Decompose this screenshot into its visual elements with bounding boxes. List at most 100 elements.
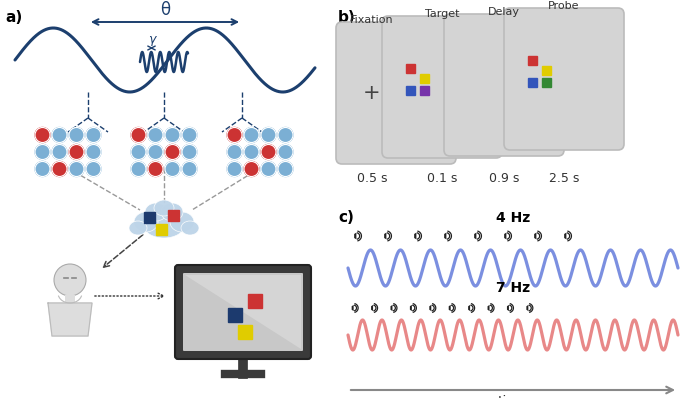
FancyBboxPatch shape bbox=[504, 8, 624, 150]
Circle shape bbox=[227, 144, 242, 160]
Circle shape bbox=[148, 127, 163, 142]
Bar bbox=[156, 224, 167, 235]
Circle shape bbox=[131, 162, 146, 176]
Bar bbox=[168, 210, 179, 221]
Ellipse shape bbox=[170, 212, 194, 232]
Polygon shape bbox=[371, 305, 373, 311]
Polygon shape bbox=[564, 232, 566, 240]
Polygon shape bbox=[185, 275, 301, 349]
Bar bbox=[144, 212, 155, 223]
Circle shape bbox=[52, 127, 67, 142]
Circle shape bbox=[261, 127, 276, 142]
Circle shape bbox=[261, 144, 276, 160]
Circle shape bbox=[278, 144, 293, 160]
Ellipse shape bbox=[134, 212, 158, 232]
Text: 4 Hz: 4 Hz bbox=[496, 211, 530, 225]
Polygon shape bbox=[354, 232, 356, 240]
Circle shape bbox=[182, 144, 197, 160]
Polygon shape bbox=[526, 305, 528, 311]
Polygon shape bbox=[488, 305, 490, 311]
Ellipse shape bbox=[145, 203, 167, 221]
Circle shape bbox=[165, 162, 180, 176]
Ellipse shape bbox=[181, 221, 199, 235]
Circle shape bbox=[52, 162, 67, 176]
Circle shape bbox=[86, 144, 101, 160]
Polygon shape bbox=[507, 305, 509, 311]
Circle shape bbox=[69, 162, 84, 176]
Polygon shape bbox=[504, 232, 506, 240]
Circle shape bbox=[86, 127, 101, 142]
Text: +: + bbox=[363, 83, 381, 103]
Circle shape bbox=[165, 144, 180, 160]
Text: 0.5 s: 0.5 s bbox=[357, 172, 387, 185]
Circle shape bbox=[278, 162, 293, 176]
Polygon shape bbox=[384, 232, 386, 240]
Text: Target: Target bbox=[425, 9, 459, 19]
FancyBboxPatch shape bbox=[382, 16, 502, 158]
Circle shape bbox=[227, 162, 242, 176]
Circle shape bbox=[35, 144, 50, 160]
Circle shape bbox=[244, 127, 259, 142]
Bar bbox=[420, 86, 429, 95]
Text: Fixation: Fixation bbox=[350, 15, 394, 25]
Bar bbox=[528, 56, 537, 65]
Text: 0.1 s: 0.1 s bbox=[427, 172, 457, 185]
Text: γ: γ bbox=[148, 33, 155, 46]
Ellipse shape bbox=[144, 214, 184, 238]
Ellipse shape bbox=[161, 203, 183, 221]
Circle shape bbox=[54, 264, 86, 296]
FancyBboxPatch shape bbox=[336, 22, 456, 164]
Text: time: time bbox=[497, 395, 529, 398]
Polygon shape bbox=[48, 303, 92, 336]
Circle shape bbox=[278, 127, 293, 142]
Circle shape bbox=[182, 127, 197, 142]
Circle shape bbox=[131, 144, 146, 160]
Circle shape bbox=[261, 162, 276, 176]
Bar bbox=[542, 66, 551, 75]
Text: 7 Hz: 7 Hz bbox=[496, 281, 530, 295]
FancyBboxPatch shape bbox=[183, 273, 303, 351]
Bar bbox=[406, 64, 415, 73]
Bar bbox=[406, 86, 415, 95]
Polygon shape bbox=[444, 232, 447, 240]
Polygon shape bbox=[351, 305, 353, 311]
Text: b): b) bbox=[338, 10, 356, 25]
Bar bbox=[65, 295, 75, 303]
Ellipse shape bbox=[129, 221, 147, 235]
Text: Delay: Delay bbox=[488, 7, 520, 17]
Polygon shape bbox=[468, 305, 470, 311]
Circle shape bbox=[165, 127, 180, 142]
Bar bbox=[420, 74, 429, 83]
Circle shape bbox=[148, 162, 163, 176]
Polygon shape bbox=[474, 232, 476, 240]
Bar bbox=[228, 308, 242, 322]
Polygon shape bbox=[449, 305, 451, 311]
Polygon shape bbox=[414, 232, 416, 240]
Circle shape bbox=[69, 144, 84, 160]
Text: 2.5 s: 2.5 s bbox=[549, 172, 580, 185]
Circle shape bbox=[69, 127, 84, 142]
Text: Probe: Probe bbox=[548, 1, 580, 11]
Text: θ: θ bbox=[160, 1, 170, 19]
Text: a): a) bbox=[5, 10, 22, 25]
Text: 0.9 s: 0.9 s bbox=[489, 172, 519, 185]
Ellipse shape bbox=[154, 200, 174, 216]
Circle shape bbox=[52, 144, 67, 160]
Circle shape bbox=[35, 162, 50, 176]
Polygon shape bbox=[390, 305, 393, 311]
Text: c): c) bbox=[338, 210, 354, 225]
Circle shape bbox=[148, 144, 163, 160]
FancyBboxPatch shape bbox=[175, 265, 311, 359]
Circle shape bbox=[182, 162, 197, 176]
Polygon shape bbox=[534, 232, 536, 240]
Circle shape bbox=[244, 144, 259, 160]
Bar bbox=[238, 325, 252, 339]
Circle shape bbox=[86, 162, 101, 176]
FancyBboxPatch shape bbox=[444, 14, 564, 156]
Circle shape bbox=[227, 127, 242, 142]
Bar bbox=[248, 294, 262, 308]
Polygon shape bbox=[429, 305, 432, 311]
Circle shape bbox=[35, 127, 50, 142]
Bar bbox=[542, 78, 551, 87]
Circle shape bbox=[244, 162, 259, 176]
